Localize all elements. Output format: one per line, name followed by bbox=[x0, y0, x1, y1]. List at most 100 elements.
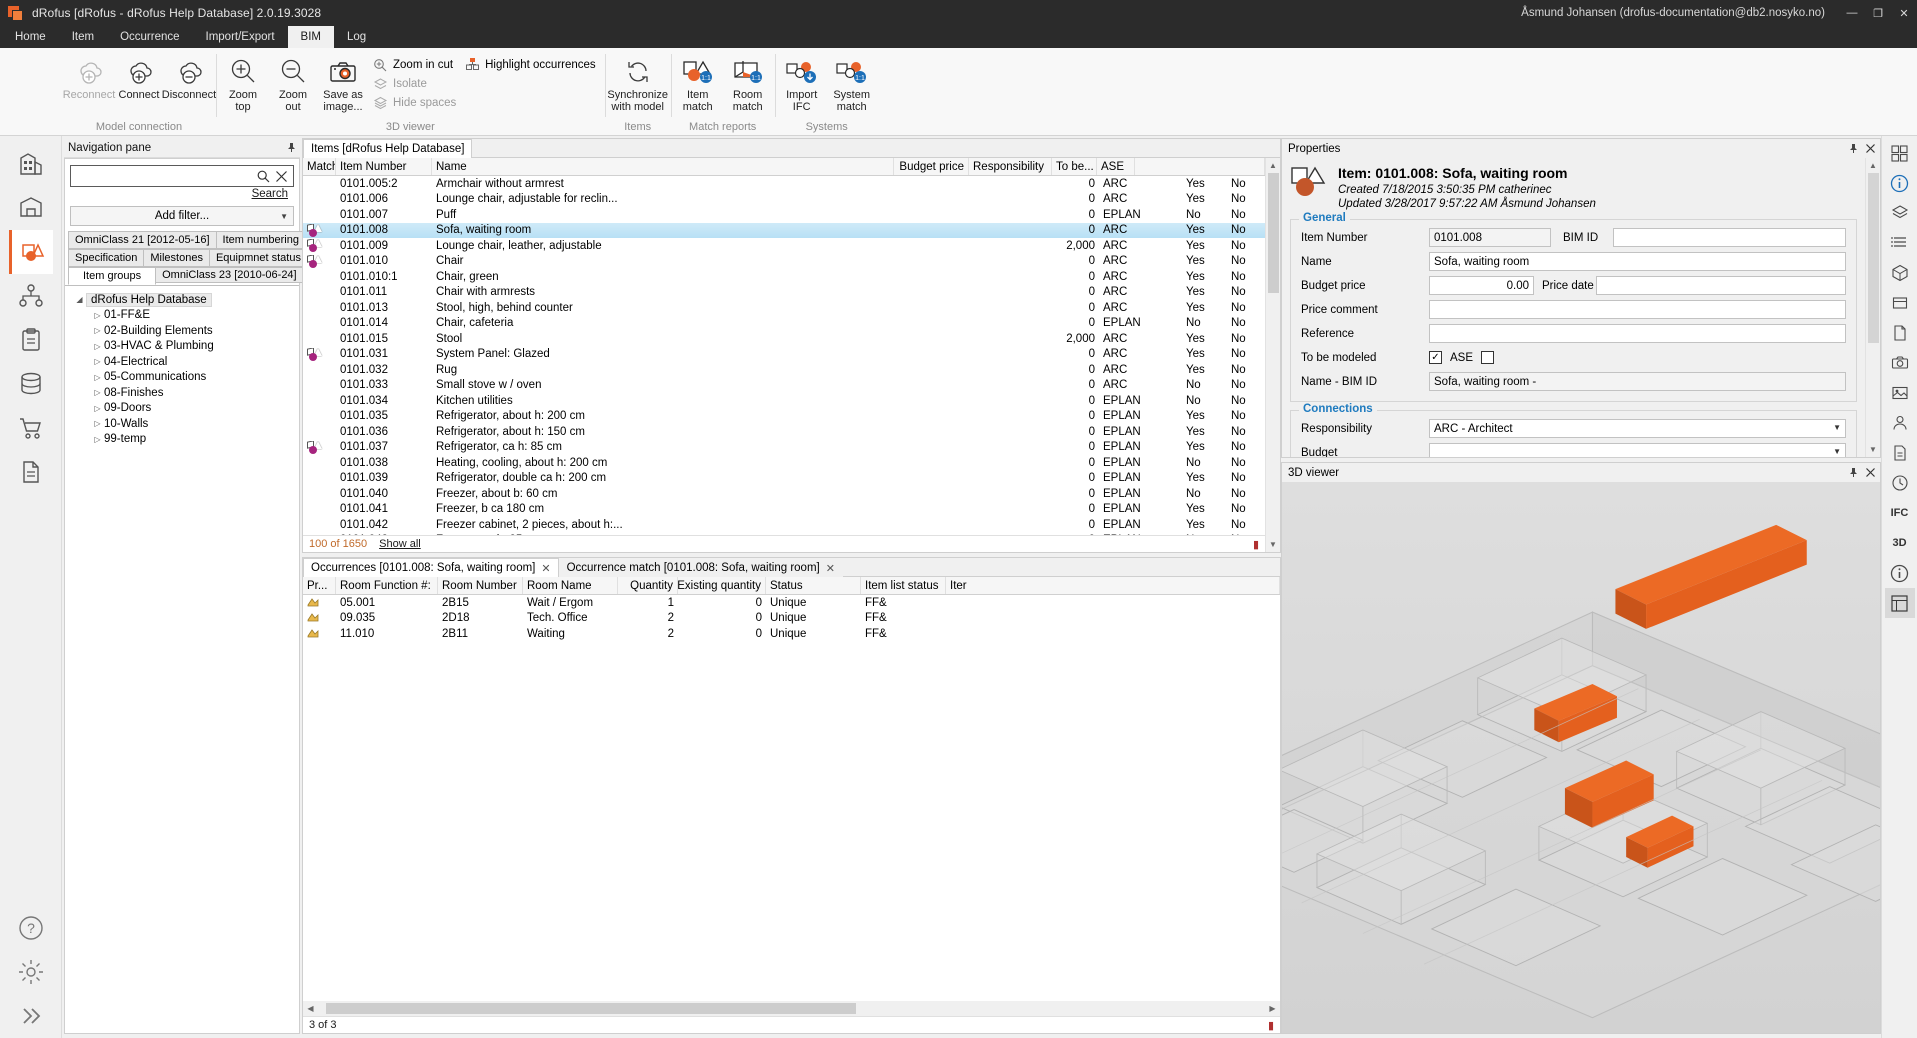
column-header-item-number[interactable]: Item Number bbox=[336, 158, 432, 175]
column-header-blank[interactable] bbox=[1135, 158, 1265, 175]
column-header-budget-price[interactable]: Budget price bbox=[894, 158, 969, 175]
properties-vertical-scrollbar[interactable]: ▲ ▼ bbox=[1865, 158, 1880, 457]
table-row[interactable]: 0101.035 Refrigerator, about h: 200 cm 0 EP… bbox=[303, 409, 1265, 425]
tree-node[interactable]: ▷ 10-Walls bbox=[69, 416, 295, 432]
tab-specification[interactable]: Specification bbox=[68, 249, 145, 267]
zoom-out-button[interactable]: Zoom out bbox=[268, 53, 318, 116]
tree-node[interactable]: ▷ 01-FF&E bbox=[69, 308, 295, 324]
layers-icon[interactable] bbox=[1885, 198, 1915, 228]
scroll-down-arrow[interactable]: ▼ bbox=[1269, 540, 1277, 549]
name-field[interactable]: Sofa, waiting room bbox=[1429, 252, 1846, 272]
chevron-right-icon[interactable]: ▷ bbox=[94, 310, 101, 320]
import-ifc-button[interactable]: Import IFC bbox=[777, 53, 827, 116]
budget-price-field[interactable]: 0.00 bbox=[1429, 276, 1534, 296]
menu-item-bim[interactable]: BIM bbox=[287, 26, 334, 48]
scroll-up-arrow[interactable]: ▲ bbox=[1269, 161, 1277, 170]
scroll-up-arrow[interactable]: ▲ bbox=[1869, 161, 1877, 170]
room-match-button[interactable]: 1:1 Room match bbox=[723, 53, 773, 116]
menu-item-log[interactable]: Log bbox=[346, 31, 367, 43]
tree-node[interactable]: ▷ 02-Building Elements bbox=[69, 323, 295, 339]
list-icon[interactable] bbox=[1885, 228, 1915, 258]
sidebar-item-clipboard[interactable] bbox=[9, 318, 53, 362]
add-filter-button[interactable]: Add filter... ▼ bbox=[70, 206, 294, 226]
chevron-right-icon[interactable]: ▷ bbox=[94, 419, 101, 429]
tree-node[interactable]: ▷ 08-Finishes bbox=[69, 385, 295, 401]
person-icon[interactable] bbox=[1885, 408, 1915, 438]
table-row[interactable]: 0101.009 Lounge chair, leather, adjustabl… bbox=[303, 238, 1265, 254]
item-match-button[interactable]: 1:1 Item match bbox=[673, 53, 723, 116]
table-row[interactable]: 0101.032 Rug 0 ARC Yes No bbox=[303, 362, 1265, 378]
close-button[interactable]: ✕ bbox=[1899, 7, 1909, 20]
table-row[interactable]: 0101.010:1 Chair, green 0 ARC Yes No bbox=[303, 269, 1265, 285]
table-row[interactable]: 0101.039 Refrigerator, double ca h: 200 c… bbox=[303, 471, 1265, 487]
tab-occurrences[interactable]: Occurrences [0101.008: Sofa, waiting roo… bbox=[303, 558, 559, 577]
isolate-button[interactable]: Isolate bbox=[368, 74, 603, 93]
zoom-in-cut-button[interactable]: Zoom in cut bbox=[368, 55, 460, 74]
search-link[interactable]: Search bbox=[251, 188, 288, 200]
chevron-right-icon[interactable]: ▷ bbox=[94, 403, 101, 413]
column-header-match[interactable]: Match bbox=[303, 158, 336, 175]
tree-node[interactable]: ▷ 05-Communications bbox=[69, 370, 295, 386]
sidebar-expand-button[interactable] bbox=[9, 994, 53, 1038]
column-header-room-function[interactable]: Room Function #: bbox=[336, 577, 438, 594]
price-comment-field[interactable] bbox=[1429, 300, 1846, 320]
reconnect-button[interactable]: Reconnect bbox=[63, 53, 115, 103]
show-all-link[interactable]: Show all bbox=[379, 538, 421, 550]
tree-node[interactable]: ▷ 99-temp bbox=[69, 432, 295, 448]
column-header-quantity[interactable]: Quantity bbox=[618, 577, 678, 594]
menu-item-import-export[interactable]: Import/Export bbox=[205, 31, 275, 43]
price-date-field[interactable] bbox=[1596, 276, 1846, 296]
chevron-down-icon[interactable]: ◢ bbox=[76, 295, 83, 305]
close-icon[interactable]: ✕ bbox=[541, 562, 551, 575]
tab-item-groups[interactable]: Item groups bbox=[68, 267, 157, 285]
table-row[interactable]: 0101.036 Refrigerator, about h: 150 cm 0 EP… bbox=[303, 424, 1265, 440]
clock-icon[interactable] bbox=[1885, 468, 1915, 498]
scroll-down-arrow[interactable]: ▼ bbox=[1869, 445, 1877, 454]
column-header-responsibility[interactable]: Responsibility bbox=[969, 158, 1052, 175]
table-row[interactable]: 0101.006 Lounge chair, adjustable for rec… bbox=[303, 192, 1265, 208]
sidebar-item-items[interactable] bbox=[8, 230, 53, 274]
table-row[interactable]: 0101.013 Stool, high, behind counter 0 ARC Y… bbox=[303, 300, 1265, 316]
highlight-occurrences-button[interactable]: Highlight occurrences bbox=[460, 55, 603, 74]
menu-item-occurrence[interactable]: Occurrence bbox=[120, 31, 180, 43]
scroll-thumb[interactable] bbox=[1267, 173, 1279, 293]
occurrences-horizontal-scrollbar[interactable]: ◀ ▶ bbox=[303, 1001, 1280, 1016]
3d-button[interactable]: 3D bbox=[1892, 537, 1907, 549]
table-row[interactable]: 0101.038 Heating, cooling, about h: 200 c… bbox=[303, 455, 1265, 471]
table-row[interactable]: 0101.011 Chair with armrests 0 ARC Yes No bbox=[303, 285, 1265, 301]
scroll-track[interactable] bbox=[318, 1003, 1265, 1014]
tab-equipment-status[interactable]: Equipmnet status bbox=[208, 249, 308, 267]
box-icon[interactable] bbox=[1885, 288, 1915, 318]
column-header-pr[interactable]: Pr... bbox=[303, 577, 336, 594]
bim-id-field[interactable] bbox=[1613, 228, 1846, 248]
menu-item-home[interactable]: Home bbox=[15, 31, 46, 43]
minimize-button[interactable]: — bbox=[1846, 7, 1858, 19]
pin-icon[interactable] bbox=[286, 142, 297, 153]
search-box[interactable] bbox=[70, 165, 294, 187]
system-match-button[interactable]: 1:1 System match bbox=[827, 53, 877, 116]
scroll-thumb[interactable] bbox=[326, 1003, 856, 1014]
disconnect-button[interactable]: Disconnect bbox=[162, 53, 216, 103]
table-row[interactable]: 0101.037 Refrigerator, ca h: 85 cm 0 EPLAN Y… bbox=[303, 440, 1265, 456]
scroll-thumb[interactable] bbox=[1867, 173, 1879, 343]
info2-icon[interactable] bbox=[1885, 558, 1915, 588]
chevron-right-icon[interactable]: ▷ bbox=[94, 357, 101, 367]
sidebar-item-network[interactable] bbox=[9, 274, 53, 318]
table-row[interactable]: 0101.008 Sofa, waiting room 0 ARC Yes No bbox=[303, 222, 1265, 238]
sidebar-item-settings[interactable] bbox=[9, 950, 53, 994]
column-header-to-be-modeled[interactable]: To be... bbox=[1052, 158, 1097, 175]
sidebar-item-cart[interactable] bbox=[9, 406, 53, 450]
scroll-right-arrow[interactable]: ▶ bbox=[1269, 1004, 1276, 1013]
image-icon[interactable] bbox=[1885, 378, 1915, 408]
table-row[interactable]: 0101.015 Stool 2,000 ARC Yes No bbox=[303, 331, 1265, 347]
column-header-ase[interactable]: ASE bbox=[1097, 158, 1135, 175]
close-icon[interactable] bbox=[1865, 143, 1876, 154]
ifc-button[interactable]: IFC bbox=[1890, 507, 1909, 519]
cube-icon[interactable] bbox=[1885, 258, 1915, 288]
table-row[interactable]: 11.010 2B11 Waiting 2 0 Unique FF& bbox=[303, 626, 1280, 642]
connect-button[interactable]: Connect bbox=[114, 53, 164, 103]
tree-node[interactable]: ▷ 09-Doors bbox=[69, 401, 295, 417]
close-icon[interactable]: ✕ bbox=[825, 562, 835, 575]
restore-button[interactable]: ❐ bbox=[1873, 7, 1883, 20]
